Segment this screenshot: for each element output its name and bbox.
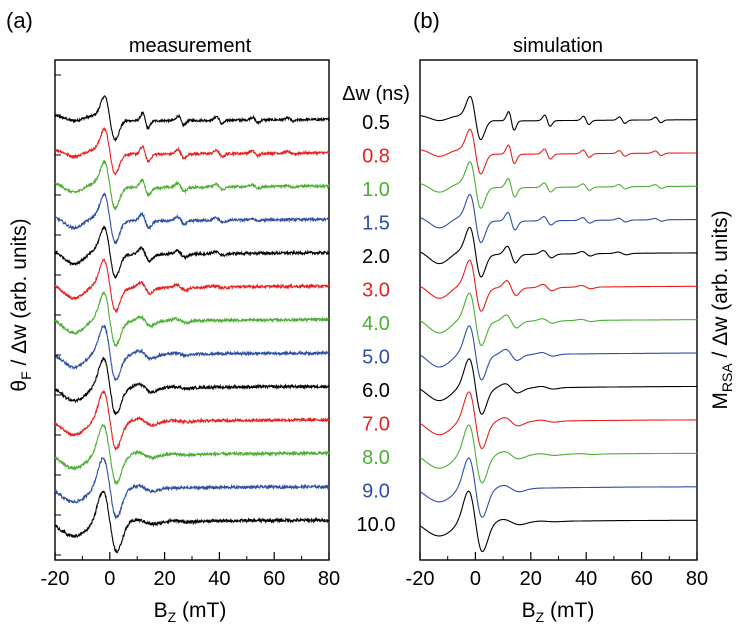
legend-label-9-0: 9.0: [362, 481, 390, 503]
trace-4-0: [419, 292, 697, 347]
trace-10-0: [54, 490, 330, 554]
trace-0-5: [54, 95, 330, 143]
x-tick-label: 60: [630, 568, 652, 590]
legend-label-0-8: 0.8: [362, 146, 390, 168]
panel-a-frame: [54, 59, 330, 561]
x-tick-label: 20: [520, 568, 542, 590]
panel-b-curves: [419, 95, 698, 553]
legend-header: Δw (ns): [342, 83, 410, 105]
trace-2-0: [54, 225, 330, 280]
trace-10-0: [419, 490, 697, 553]
trace-6-0: [419, 358, 697, 415]
panel-a-title: measurement: [129, 35, 252, 57]
panel-b-title: simulation: [513, 35, 603, 57]
panel-b: (b) simulation -20 0 20 40 60 80 BZ (mT) MRSA…: [406, 8, 735, 625]
trace-8-0: [419, 424, 698, 484]
panel-b-label: (b): [413, 8, 440, 33]
x-tick-label: 80: [318, 568, 340, 590]
panel-a-label: (a): [6, 8, 33, 33]
legend-label-2-0: 2.0: [362, 246, 390, 268]
trace-0-5: [419, 95, 697, 141]
legend-label-7-0: 7.0: [362, 414, 390, 436]
trace-8-0: [54, 423, 330, 486]
legend-label-0-5: 0.5: [362, 112, 390, 134]
legend-label-4-0: 4.0: [362, 313, 390, 335]
legend-label-3-0: 3.0: [362, 280, 390, 302]
trace-1-5: [54, 192, 330, 245]
panel-a-y-axis-label: θF / Δw (arb. units): [8, 218, 34, 391]
legend-label-6-0: 6.0: [362, 380, 390, 402]
legend: Δw (ns) 0.5 0.8 1.0 1.5 2.0 3.0 4.0 5.0 6.0 7.0 8.…: [342, 83, 410, 536]
x-tick-label: 0: [470, 568, 481, 590]
x-tick-label: -20: [41, 568, 70, 590]
trace-0-8: [54, 126, 330, 176]
panel-b-y-axis-label: MRSA / Δw (arb. units): [709, 210, 735, 409]
trace-2-0: [419, 226, 697, 278]
trace-9-0: [419, 457, 697, 518]
trace-9-0: [54, 457, 330, 520]
trace-7-0: [54, 389, 330, 452]
panel-b-frame: [419, 59, 698, 561]
trace-4-0: [54, 290, 330, 348]
trace-7-0: [419, 391, 697, 450]
legend-label-1-0: 1.0: [362, 179, 390, 201]
trace-0-8: [419, 128, 697, 175]
trace-3-0: [54, 258, 330, 314]
panel-a-y-ticks: [55, 74, 61, 556]
x-tick-label: 20: [153, 568, 175, 590]
legend-items: 0.5 0.8 1.0 1.5 2.0 3.0 4.0 5.0 6.0 7.0 8.0 9.0 10.0: [357, 112, 396, 536]
panel-b-x-ticks: -20 0 20 40 60 80: [406, 552, 708, 590]
x-tick-label: 40: [208, 568, 230, 590]
panel-a-x-axis-label: BZ (mT): [154, 599, 227, 625]
trace-1-0: [419, 161, 697, 209]
trace-6-0: [54, 357, 330, 416]
legend-label-8-0: 8.0: [362, 447, 390, 469]
x-tick-label: 60: [263, 568, 285, 590]
trace-5-0: [419, 325, 697, 381]
trace-3-0: [419, 259, 697, 312]
x-tick-label: -20: [406, 568, 435, 590]
panel-b-x-axis-label: BZ (mT): [522, 599, 595, 625]
legend-label-5-0: 5.0: [362, 347, 390, 369]
trace-1-0: [54, 159, 330, 212]
legend-label-1-5: 1.5: [362, 213, 390, 235]
x-tick-label: 80: [686, 568, 708, 590]
trace-5-0: [54, 324, 330, 382]
panel-a-curves: [54, 95, 330, 554]
trace-1-5: [419, 193, 697, 244]
panel-a: (a) measurement -20 0 20 40 60 80 BZ (mT) θF …: [6, 8, 340, 625]
panel-a-x-ticks: -20 0 20 40 60 80: [41, 552, 340, 590]
legend-label-10-0: 10.0: [357, 514, 396, 536]
x-tick-label: 0: [104, 568, 115, 590]
x-tick-label: 40: [575, 568, 597, 590]
